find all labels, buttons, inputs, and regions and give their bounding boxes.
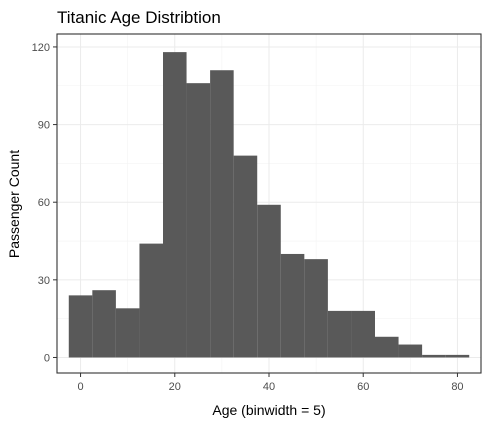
histogram-bar	[280, 253, 305, 358]
histogram-bar	[233, 155, 258, 358]
histogram-bar	[375, 336, 399, 358]
histogram-bar	[186, 83, 211, 358]
histogram-bar	[68, 295, 93, 358]
histogram-bar	[115, 308, 140, 358]
histogram-bar	[163, 52, 187, 358]
chart-title: Titanic Age Distribtion	[57, 8, 221, 27]
histogram-bar	[351, 310, 375, 358]
x-axis-title: Age (binwidth = 5)	[212, 402, 325, 418]
x-axis: 0 20 40 60 80	[77, 373, 464, 393]
histogram-bar	[398, 344, 423, 358]
y-tick-label: 90	[38, 120, 50, 132]
y-tick-label: 60	[38, 197, 50, 209]
bars	[68, 52, 470, 358]
histogram-bar	[92, 290, 116, 358]
x-tick-label: 40	[263, 381, 275, 393]
y-tick-label: 30	[38, 275, 50, 287]
y-axis-title: Passenger Count	[6, 150, 22, 258]
histogram-bar	[422, 354, 446, 358]
x-tick-label: 20	[169, 381, 181, 393]
x-tick-label: 60	[357, 381, 369, 393]
histogram-bar	[257, 204, 281, 358]
y-tick-label: 120	[32, 42, 50, 54]
histogram-bar	[445, 354, 470, 358]
histogram-bar	[210, 70, 234, 358]
histogram-bar	[139, 243, 163, 358]
y-axis: 0 30 60 90 120	[32, 42, 57, 364]
x-tick-label: 0	[77, 381, 83, 393]
x-tick-label: 80	[451, 381, 463, 393]
histogram-bar	[327, 310, 352, 358]
y-tick-label: 0	[44, 352, 50, 364]
histogram-bar	[304, 259, 328, 358]
